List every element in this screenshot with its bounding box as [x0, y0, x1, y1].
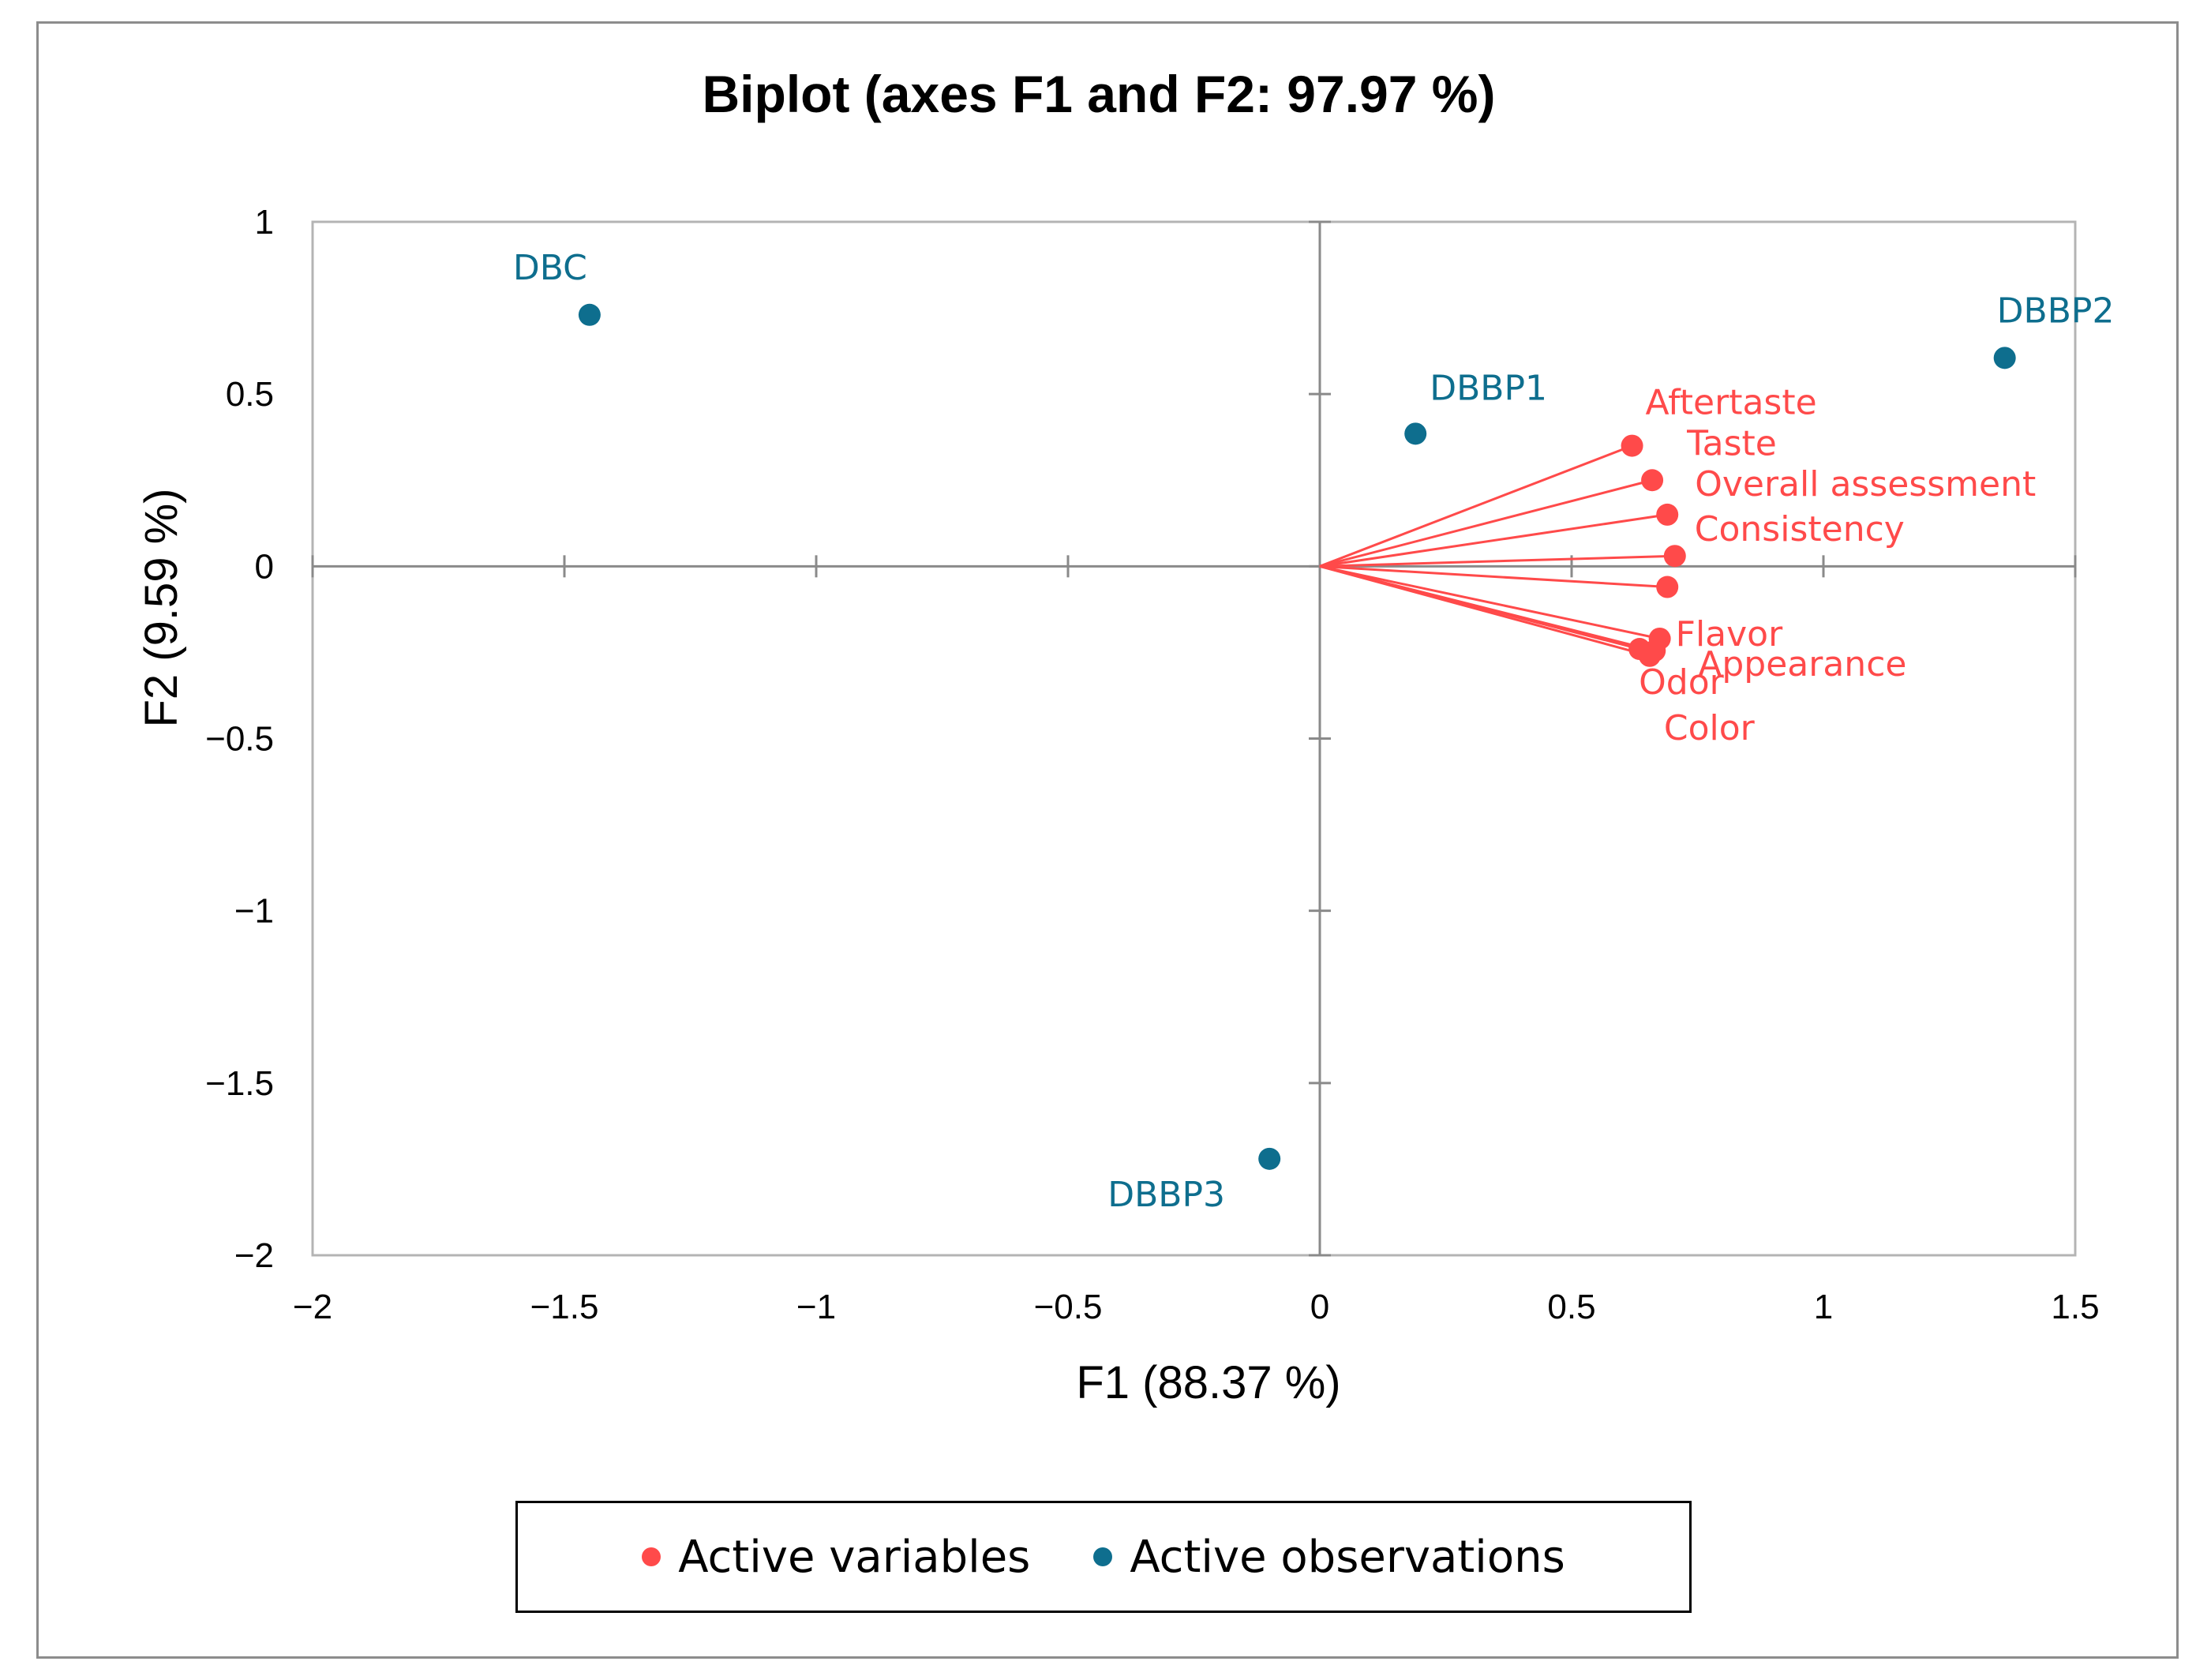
variable-point [1638, 644, 1661, 667]
variable-vector [1319, 554, 1675, 568]
variable-label: Color [1664, 708, 1756, 748]
variable-vector [1319, 564, 1651, 658]
y-tick-label: −2 [234, 1236, 274, 1275]
variable-label: Appearance [1698, 644, 1906, 684]
variable-point [1663, 545, 1686, 568]
y-axis-ticks: 1 0.5 0 −0.5 −1 −1.5 −2 [205, 203, 274, 1275]
observation-label: DBBP2 [1997, 291, 2115, 331]
legend-item-observations: Active observations [1093, 1532, 1565, 1583]
variable-label: Aftertaste [1646, 383, 1817, 423]
biplot-chart: Biplot (axes F1 and F2: 97.97 %) Afterta… [136, 65, 2115, 1408]
x-tick-label: 1.5 [2051, 1288, 2099, 1326]
variable-point [1641, 469, 1664, 492]
y-tick-label: −1.5 [205, 1064, 274, 1103]
x-tick-label: −0.5 [1034, 1288, 1103, 1326]
y-tick-label: −1 [234, 892, 274, 931]
observation-label: DBC [513, 248, 587, 288]
legend-label-variables: Active variables [678, 1531, 1031, 1583]
variable-vector [1319, 564, 1660, 640]
y-tick-label: 0.5 [226, 375, 274, 414]
y-tick-label: −0.5 [205, 720, 274, 759]
x-tick-label: −1 [796, 1288, 836, 1326]
variable-point [1656, 503, 1679, 526]
x-tick-label: −2 [293, 1288, 332, 1326]
x-axis-ticks: −2 −1.5 −1 −0.5 0 0.5 1 1.5 [293, 1288, 2100, 1326]
chart-title: Biplot (axes F1 and F2: 97.97 %) [703, 65, 1496, 123]
y-axis-title: F2 (9.59 %) [136, 489, 187, 728]
y-tick-label: 0 [255, 547, 274, 586]
observation-label: DBBP3 [1107, 1175, 1225, 1215]
observation-point [1258, 1147, 1281, 1170]
variable-label: Odor [1639, 662, 1724, 703]
y-tick-label: 1 [255, 203, 274, 242]
variable-vector [1319, 444, 1633, 568]
legend-marker-observations [1093, 1547, 1113, 1566]
x-tick-label: 0.5 [1547, 1288, 1595, 1326]
x-tick-label: 0 [1310, 1288, 1329, 1326]
observation-label: DBBP1 [1430, 368, 1547, 408]
observation-point [1404, 422, 1427, 445]
legend-marker-variables [642, 1547, 661, 1566]
x-tick-label: −1.5 [530, 1288, 599, 1326]
legend-label-observations: Active observations [1130, 1531, 1565, 1583]
observation-point [578, 303, 601, 326]
variable-label: Consistency [1695, 509, 1905, 549]
x-tick-label: 1 [1814, 1288, 1833, 1326]
plot-border [311, 220, 2077, 1257]
legend-item-variables: Active variables [642, 1532, 1030, 1583]
variable-vector [1319, 478, 1653, 568]
legend: Active variables Active observations [515, 1501, 1692, 1613]
variable-label: Overall assessment [1695, 464, 2036, 504]
variable-vector [1319, 513, 1668, 568]
variable-point [1656, 576, 1679, 598]
chart-frame: Biplot (axes F1 and F2: 97.97 %) Afterta… [36, 21, 2179, 1659]
observation-point [1993, 347, 2016, 369]
variable-label: Taste [1686, 423, 1777, 463]
variable-vector [1319, 564, 1668, 589]
variable-point [1621, 434, 1643, 457]
variable-label: Flavor [1676, 614, 1783, 654]
x-axis-title: F1 (88.37 %) [1076, 1357, 1340, 1408]
